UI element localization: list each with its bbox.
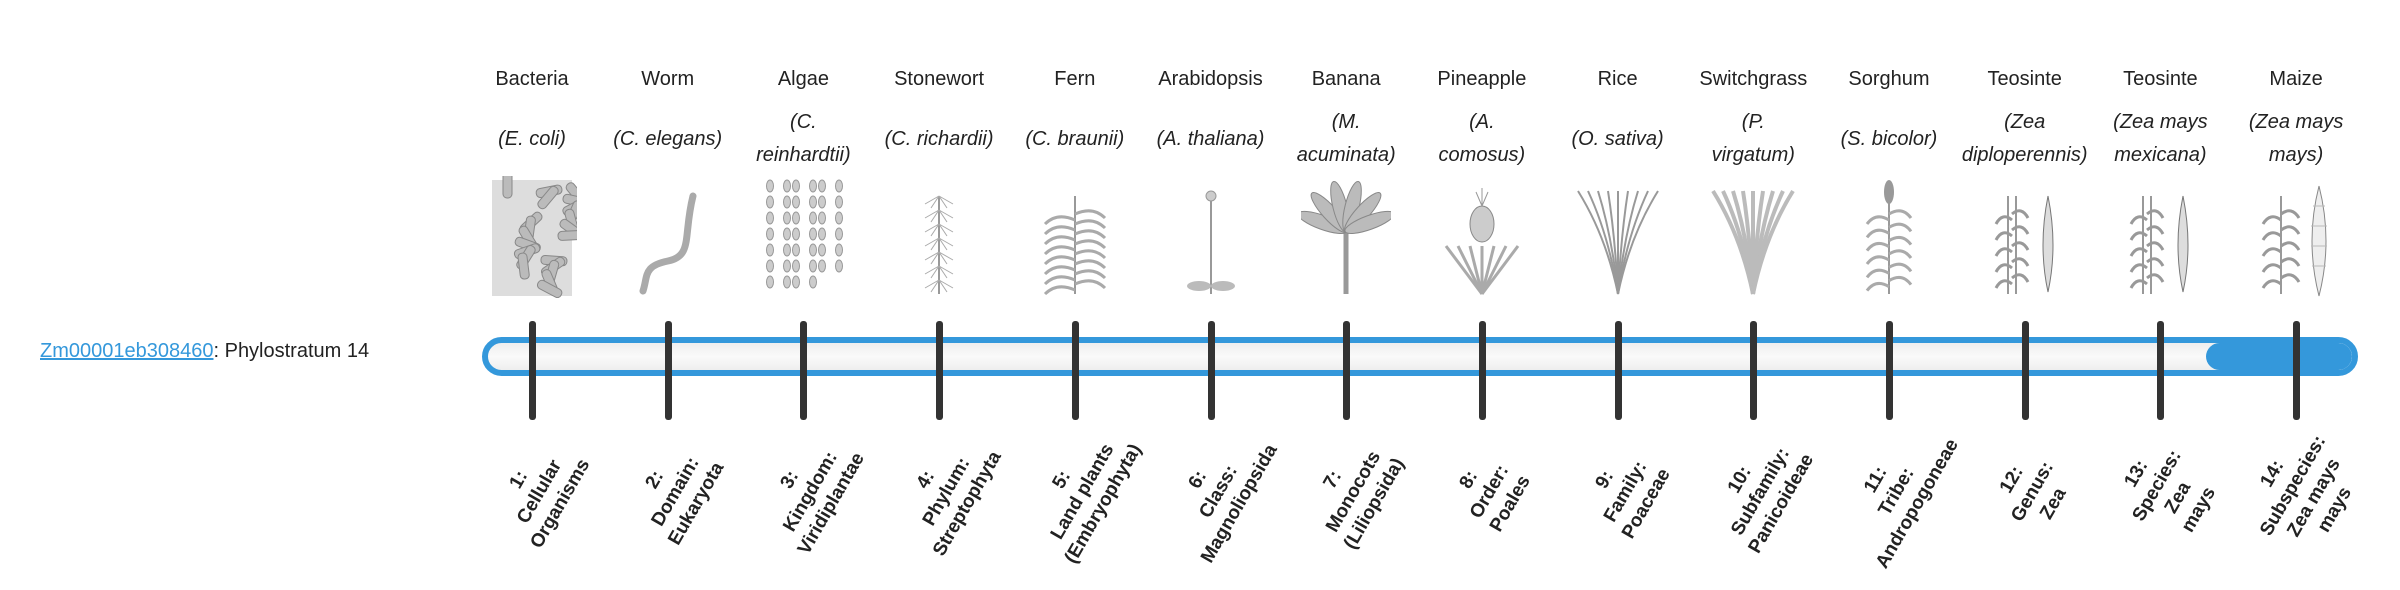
stonewort-icon — [894, 176, 984, 298]
organism-species: (S. bicolor) — [1819, 106, 1959, 172]
species-line: (Zea — [2004, 111, 2046, 133]
organism-name: Stonewort — [894, 68, 985, 90]
phylostratum-marker — [2157, 321, 2165, 420]
species-line: (E. coli) — [498, 127, 566, 150]
organism-name: Banana — [1311, 68, 1381, 90]
phylostratum-marker — [1071, 321, 1079, 420]
organism-name: Switchgrass — [1699, 68, 1808, 90]
phylostratum-marker — [2021, 321, 2029, 420]
organism-species: (A. comosus) — [1412, 106, 1552, 172]
phylostratum-label: 12: Genus: Zea — [1959, 400, 2106, 583]
organism-species: (C. richardii) — [869, 106, 1009, 172]
organism-species: (M. acuminata) — [1276, 106, 1416, 172]
species-line: (C. — [790, 111, 817, 133]
phylostratum-label: 6: Class: Magnoliopsida — [1145, 400, 1292, 583]
worm-icon — [623, 176, 713, 298]
phylostratum-marker — [1478, 321, 1486, 420]
organism-species: (O. sativa) — [1548, 106, 1688, 172]
species-line: (A. — [1469, 111, 1495, 133]
phylostratum-marker — [936, 321, 944, 420]
phylostratum-text: : Phylostratum 14 — [213, 340, 370, 362]
fern-icon — [1030, 176, 1120, 298]
species-line: mexicana) — [2114, 144, 2207, 166]
species-line: (S. bicolor) — [1840, 127, 1938, 150]
species-line: (C. braunii) — [1025, 127, 1125, 150]
organism-name: Sorghum — [1848, 68, 1930, 90]
species-line: (M. — [1331, 111, 1361, 133]
organism-name: Teosinte — [1987, 68, 2062, 90]
species-line: (P. — [1741, 111, 1765, 133]
switchgrass-icon — [1708, 176, 1798, 298]
phylostratum-label: 2: Domain: Eukaryota — [602, 400, 749, 583]
organism-name: Rice — [1597, 68, 1638, 90]
phylostratum-marker — [529, 321, 536, 420]
organism-species: (E. coli) — [462, 106, 602, 172]
phylostratum-label: 4: Phylum: Streptophyta — [873, 400, 1020, 583]
phylostratum-marker — [800, 321, 808, 420]
phylostratum-marker — [1750, 321, 1758, 420]
organism-species: (A. thaliana) — [1141, 106, 1281, 172]
teosinte-icon — [2115, 176, 2205, 298]
arabidopsis-icon — [1166, 176, 1256, 298]
phylostratum-label: 13: Species: Zea mays — [2084, 394, 2252, 589]
phylostratum-marker — [1343, 321, 1351, 420]
species-line: (C. elegans) — [613, 127, 723, 150]
sorghum-icon — [1844, 176, 1934, 298]
phylostratum-label: 5: Land plants (Embryophyta) — [1009, 400, 1156, 583]
organism-name: Worm — [641, 68, 695, 90]
species-line: (C. richardii) — [884, 127, 994, 150]
species-line: mays) — [2268, 144, 2324, 166]
organism-species: (C. reinhardtii) — [733, 106, 873, 172]
phylostratum-label: 14: Subspecies: Zea mays mays — [2220, 394, 2388, 589]
species-line: (O. sativa) — [1571, 127, 1664, 150]
phylostratum-bar-fill — [2205, 343, 2352, 370]
phylostratum-label: 7: Monocots (Liliopsida) — [1281, 400, 1428, 583]
phylostratum-marker — [1614, 321, 1622, 420]
organism-species: (Zea mays mays) — [2226, 106, 2366, 172]
banana-plant-icon — [1297, 176, 1395, 298]
phylostratum-marker — [1207, 321, 1215, 420]
bacteria-icon — [487, 171, 590, 299]
species-line: virgatum) — [1711, 144, 1795, 166]
organism-species: (Zea diploperennis) — [1955, 106, 2095, 172]
organism-name: Bacteria — [495, 68, 569, 90]
maize-icon — [2251, 176, 2341, 298]
organism-species: (Zea mays mexicana) — [2090, 106, 2230, 172]
phylostratum-label: 9: Family: Poaceae — [1552, 400, 1699, 583]
teosinte-icon — [1980, 176, 2070, 298]
gene-phylostratum-label: Zm00001eb308460: Phylostratum 14 — [40, 340, 369, 363]
organism-name: Algae — [777, 68, 829, 90]
organism-name: Arabidopsis — [1158, 68, 1263, 90]
phylostratum-marker — [1886, 321, 1893, 420]
organism-species: (C. braunii) — [1005, 106, 1145, 172]
species-line: (Zea mays — [2113, 111, 2208, 133]
phylostratum-label: 3: Kingdom: Viridiplantae — [738, 400, 885, 583]
organism-species: (P. virgatum) — [1683, 106, 1823, 172]
species-line: comosus) — [1438, 144, 1526, 166]
pineapple-icon — [1437, 176, 1527, 298]
phylostratum-marker — [2293, 321, 2301, 420]
species-line: reinhardtii) — [756, 144, 851, 166]
phylostratum-label: 11: Tribe: Andropogoneae — [1823, 400, 1970, 583]
gene-id-link[interactable]: Zm00001eb308460 — [40, 340, 214, 362]
species-line: diploperennis) — [1961, 144, 2088, 166]
species-line: (Zea mays — [2248, 111, 2344, 133]
algae-icon — [758, 176, 848, 298]
phylostratum-bar — [482, 337, 2358, 376]
species-line: (A. thaliana) — [1156, 127, 1265, 150]
organism-name: Teosinte — [2123, 68, 2198, 90]
phylostratum-label: 1: Cellular Organisms — [466, 400, 613, 583]
organism-name: Pineapple — [1437, 68, 1527, 90]
phylostratum-label: 8: Order: Poales — [1416, 400, 1563, 583]
organism-name: Fern — [1054, 68, 1096, 90]
organism-species: (C. elegans) — [598, 106, 738, 172]
phylostratum-marker — [664, 321, 672, 420]
phylostratum-label: 10: Subfamily: Panicoideae — [1688, 400, 1835, 583]
rice-icon — [1573, 176, 1663, 298]
organism-name: Maize — [2269, 68, 2323, 90]
species-line: acuminata) — [1296, 144, 1396, 166]
